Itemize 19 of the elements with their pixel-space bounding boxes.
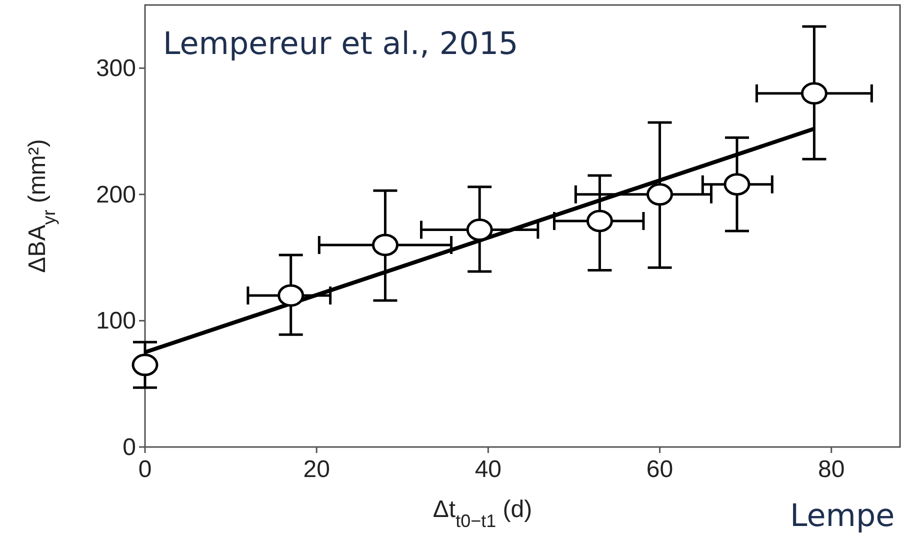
- annotation: Lempereur et al., 2015: [163, 26, 518, 62]
- point: [724, 173, 750, 196]
- point: [466, 218, 493, 242]
- x-tick-label: 60: [646, 456, 674, 483]
- point: [586, 210, 613, 232]
- point: [278, 284, 304, 307]
- text: Lempe: [790, 498, 895, 533]
- y-tick-label: 200: [96, 181, 136, 208]
- x-tick-label: 20: [303, 456, 330, 483]
- point: [800, 82, 828, 105]
- y-tick-label: 0: [122, 434, 136, 461]
- point: [372, 234, 398, 256]
- x-tick-label: 80: [818, 456, 845, 483]
- y-tick-label: 100: [96, 308, 136, 335]
- point: [646, 183, 674, 206]
- x-tick-label: 40: [474, 456, 502, 483]
- y-tick-label: 300: [96, 55, 136, 82]
- point: [132, 354, 158, 376]
- x-axis-title: Δt$_{t0−t1}$ (d): [432, 496, 532, 531]
